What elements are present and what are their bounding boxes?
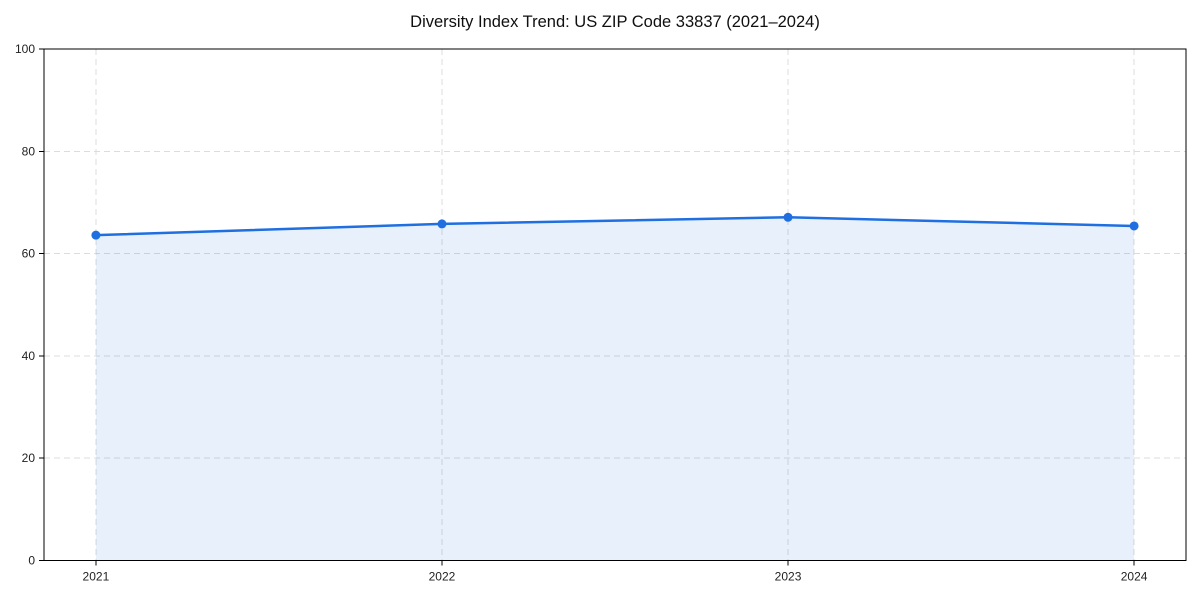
- y-tick-label-0: 0: [28, 554, 35, 568]
- y-tick-label-80: 80: [22, 144, 36, 158]
- y-tick-label-40: 40: [22, 349, 36, 363]
- data-point-2023: [783, 212, 793, 222]
- x-tick-label-2021: 2021: [83, 570, 110, 584]
- trend-line: [94, 216, 1136, 237]
- chart-title: Diversity Index Trend: US ZIP Code 33837…: [410, 13, 820, 31]
- data-point-2024: [1129, 221, 1139, 231]
- data-point-2021: [91, 230, 101, 240]
- y-tick-label-100: 100: [15, 42, 35, 56]
- plot-border: [43, 48, 1187, 561]
- x-tick-label-2024: 2024: [1121, 570, 1148, 584]
- x-tick-label-2022: 2022: [429, 570, 456, 584]
- y-tick-label-60: 60: [22, 247, 36, 261]
- data-point-2022: [437, 219, 447, 229]
- y-tick-label-20: 20: [22, 451, 36, 465]
- area-fill: [95, 217, 1135, 561]
- x-tick-label-2023: 2023: [775, 570, 802, 584]
